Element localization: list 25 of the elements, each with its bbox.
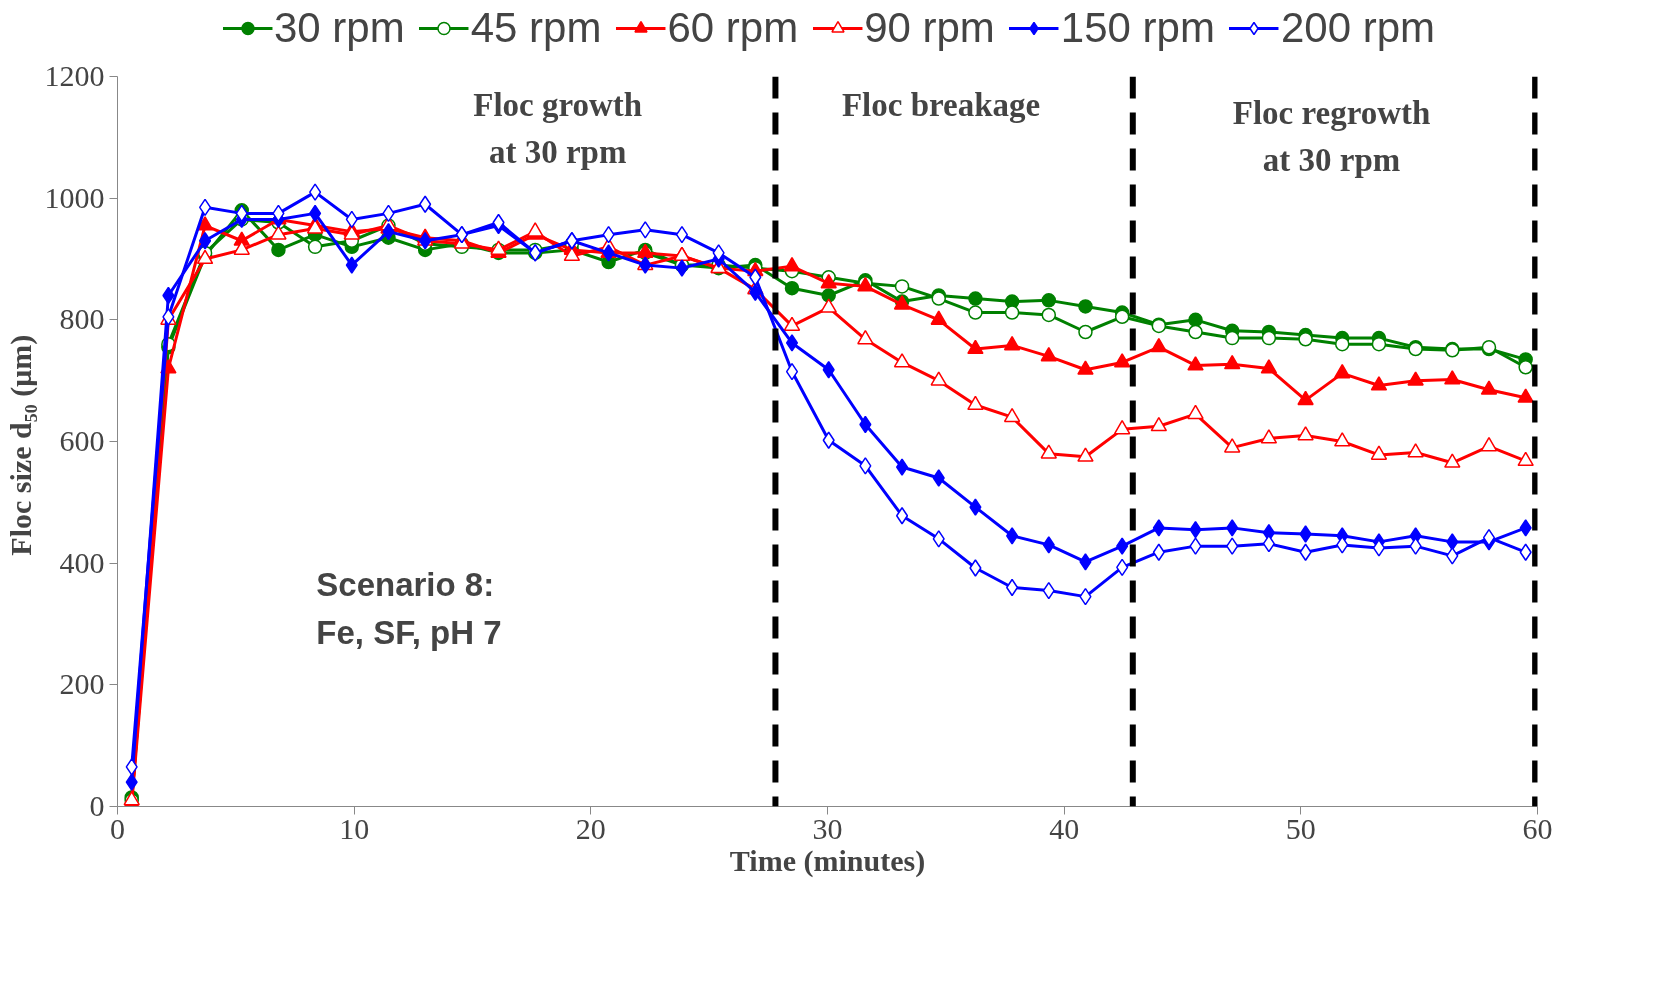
y-tick-label: 800	[59, 302, 105, 336]
annotation: Floc regrowth at 30 rpm	[1232, 94, 1431, 178]
annotation: Scenario 8: Fe, SF, pH 7	[316, 565, 502, 651]
legend-label: 60 rpm	[667, 4, 799, 52]
x-tick-label: 30	[812, 811, 843, 845]
legend-label: 30 rpm	[273, 4, 405, 52]
x-tick-label: 20	[575, 811, 606, 845]
y-tick-label: 400	[59, 545, 105, 579]
y-tick-label: 200	[59, 667, 105, 701]
x-tick-label: 50	[1285, 811, 1316, 845]
y-tick-label: 600	[59, 424, 105, 457]
legend-label: 90 rpm	[864, 4, 995, 52]
y-tick-label: 1000	[44, 180, 105, 214]
x-tick-label: 40	[1049, 811, 1080, 845]
y-axis-title: Floc size d₅₀ (μm)	[3, 334, 38, 556]
legend-label: 45 rpm	[470, 4, 602, 52]
annotation: Floc growth at 30 rpm	[473, 87, 643, 171]
legend-label: 200 rpm	[1280, 4, 1436, 52]
x-tick-label: 10	[339, 811, 370, 845]
annotation: Floc breakage	[841, 87, 1041, 124]
y-tick-label: 1200	[44, 59, 105, 92]
y-tick-label: 0	[89, 789, 105, 822]
x-tick-label: 60	[1522, 811, 1553, 845]
x-axis-title: Time (minutes)	[729, 843, 926, 878]
legend-label: 150 rpm	[1060, 4, 1215, 52]
